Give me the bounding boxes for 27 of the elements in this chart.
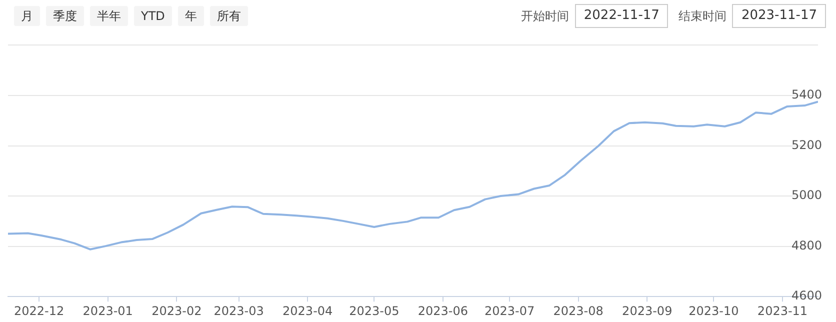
x-tick-label: 2023-01 [82,304,133,318]
y-tick-label: 4600 [791,288,822,303]
x-tick-label: 2023-05 [349,304,400,318]
x-tick-label: 2022-12 [14,304,64,318]
text: 半年 [90,6,128,26]
text: 所有 [210,6,248,26]
x-tick-label: 2023-11 [757,304,808,318]
text: 2022-11-17 [574,4,668,28]
x-tick-label: 2023-03 [214,304,264,318]
x-tick-label: 2023-07 [484,304,535,318]
y-tick-label: 5400 [791,88,822,102]
text: YTD [134,6,172,26]
y-tick-label: 5000 [791,188,822,202]
text: 开始时间 [520,8,569,25]
text: 年 [178,6,204,26]
text: 月 [14,6,40,26]
x-tick-label: 2023-06 [418,304,468,318]
y-tick-label: 5200 [791,138,822,152]
y-tick-label: 4800 [791,238,822,252]
x-tick-label: 2023-10 [688,304,739,318]
text: 季度 [46,6,84,26]
x-tick-label: 2023-08 [553,304,604,318]
text: 结束时间 [678,8,726,25]
x-tick-label: 2023-09 [622,304,672,318]
text: 2023-11-17 [732,4,826,28]
x-tick-label: 2023-04 [282,304,333,318]
x-tick-label: 2023-02 [152,304,202,318]
